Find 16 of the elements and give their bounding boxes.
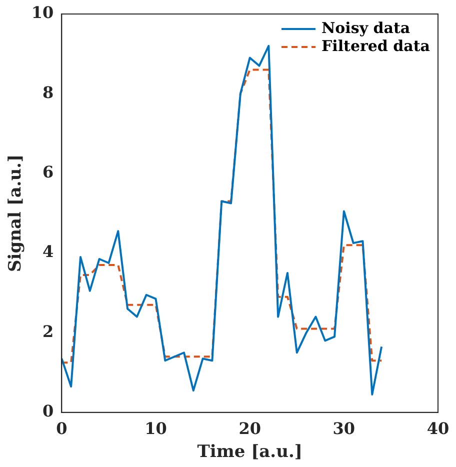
- legend-label: Filtered data: [321, 36, 430, 55]
- x-tick-label: 40: [426, 419, 450, 438]
- y-tick-label: 8: [42, 82, 54, 102]
- line-series: [62, 68, 383, 364]
- x-tick-label: 10: [144, 419, 167, 438]
- y-tick-label: 10: [31, 3, 54, 22]
- y-tick-label: 4: [42, 242, 54, 262]
- x-tick-label: 30: [332, 419, 356, 438]
- x-axis-title: Time [a.u.]: [197, 442, 302, 462]
- y-tick-label: 6: [42, 162, 54, 182]
- x-tick-label: 0: [56, 419, 68, 438]
- legend-label: Noisy data: [321, 18, 410, 37]
- x-tick-label: 20: [238, 419, 261, 438]
- y-tick-label: 0: [42, 402, 54, 421]
- y-tick-label: 2: [42, 322, 54, 341]
- y-axis-title: Signal [a.u.]: [6, 154, 26, 272]
